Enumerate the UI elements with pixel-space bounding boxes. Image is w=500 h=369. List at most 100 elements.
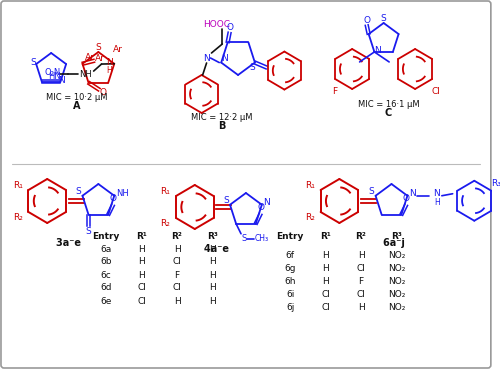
Text: F: F [332,86,337,96]
Text: R₁: R₁ [160,186,170,196]
Text: N: N [221,54,228,63]
Text: N: N [203,54,210,62]
Text: O: O [402,194,409,203]
Text: Cl: Cl [356,264,366,273]
Text: Cl: Cl [172,283,182,293]
Text: O: O [257,203,264,212]
Text: R₁: R₁ [13,180,22,190]
Text: B: B [218,121,225,131]
Text: HOOC: HOOC [203,20,230,28]
Text: O: O [226,23,233,32]
Text: NO₂: NO₂ [388,290,405,299]
Text: H: H [209,258,216,266]
Text: O: O [110,194,116,203]
Text: N: N [106,58,112,67]
Text: H: H [209,297,216,306]
Text: H: H [209,283,216,293]
Text: S: S [223,196,229,205]
Text: A: A [73,101,80,111]
Text: 6a: 6a [100,245,112,254]
Text: H: H [209,245,216,254]
Text: H: H [434,198,440,207]
Text: 6j: 6j [286,303,294,312]
FancyBboxPatch shape [1,1,491,368]
Text: R²: R² [172,231,182,241]
Text: Cl: Cl [172,258,182,266]
Text: Ar: Ar [95,54,105,63]
Text: H: H [322,251,329,260]
Text: NO₂: NO₂ [388,277,405,286]
Text: S: S [249,63,255,72]
Text: F: F [358,277,364,286]
Text: HN: HN [48,72,60,80]
Text: H: H [138,258,145,266]
Text: N: N [434,189,440,198]
Text: S: S [76,187,82,196]
Text: H: H [174,245,180,254]
Text: S: S [30,58,36,66]
Text: 6f: 6f [286,251,294,260]
Text: N: N [409,189,416,198]
Text: R³: R³ [391,231,402,241]
Text: S: S [96,42,101,52]
Text: O: O [363,15,370,25]
Text: H: H [322,264,329,273]
Text: N: N [374,46,380,55]
Text: Cl: Cl [321,290,330,299]
Text: Cl: Cl [137,297,146,306]
Text: CH₃: CH₃ [254,234,268,243]
Text: H: H [358,251,364,260]
Text: Cl: Cl [137,283,146,293]
Text: 6b: 6b [100,258,112,266]
Text: 6g: 6g [284,264,296,273]
Text: 6d: 6d [100,283,112,293]
Text: H: H [138,270,145,279]
Text: 6e: 6e [100,297,112,306]
Text: NO₂: NO₂ [388,264,405,273]
Text: R₂: R₂ [305,213,315,221]
Text: O₂N: O₂N [45,68,61,77]
Text: R₂: R₂ [160,218,170,228]
Text: S: S [369,187,374,196]
Text: N: N [58,76,65,86]
Text: 6i: 6i [286,290,294,299]
Text: F: F [174,270,180,279]
Text: NO₂: NO₂ [388,303,405,312]
Text: MIC = 10·2 μM: MIC = 10·2 μM [46,93,108,101]
Text: NH: NH [116,189,128,198]
Text: Cl: Cl [321,303,330,312]
Text: Ar: Ar [86,53,96,62]
Text: R₁: R₁ [305,180,315,190]
Text: S: S [381,14,386,23]
Text: H: H [138,245,145,254]
Text: H: H [209,270,216,279]
Text: R¹: R¹ [136,231,147,241]
Text: 4a⁠⁻e: 4a⁠⁻e [204,244,229,254]
Text: NO₂: NO₂ [388,251,405,260]
Text: R²: R² [356,231,366,241]
Text: N: N [264,198,270,207]
Text: MIC = 12·2 μM: MIC = 12·2 μM [190,113,252,121]
Text: MIC = 16·1 μM: MIC = 16·1 μM [358,100,420,108]
Text: Cl: Cl [432,86,440,96]
Text: S: S [86,227,91,236]
Text: O: O [100,88,107,97]
Text: S: S [242,234,246,243]
Text: H: H [322,277,329,286]
Text: H: H [174,297,180,306]
Text: R¹: R¹ [320,231,331,241]
Text: R³: R³ [207,231,218,241]
Text: Cl: Cl [356,290,366,299]
Text: Entry: Entry [276,231,304,241]
Text: H: H [358,303,364,312]
Text: 6h: 6h [284,277,296,286]
Text: C: C [385,108,392,118]
Text: R₃: R₃ [491,179,500,188]
Text: R₂: R₂ [13,213,22,221]
Text: 3a⁠⁻e: 3a⁠⁻e [56,238,82,248]
Text: Entry: Entry [92,231,120,241]
Text: NH: NH [80,69,92,79]
Text: Ar: Ar [114,45,123,54]
Text: 6c: 6c [101,270,112,279]
Text: 6a⁠⁻j: 6a⁠⁻j [382,238,404,248]
